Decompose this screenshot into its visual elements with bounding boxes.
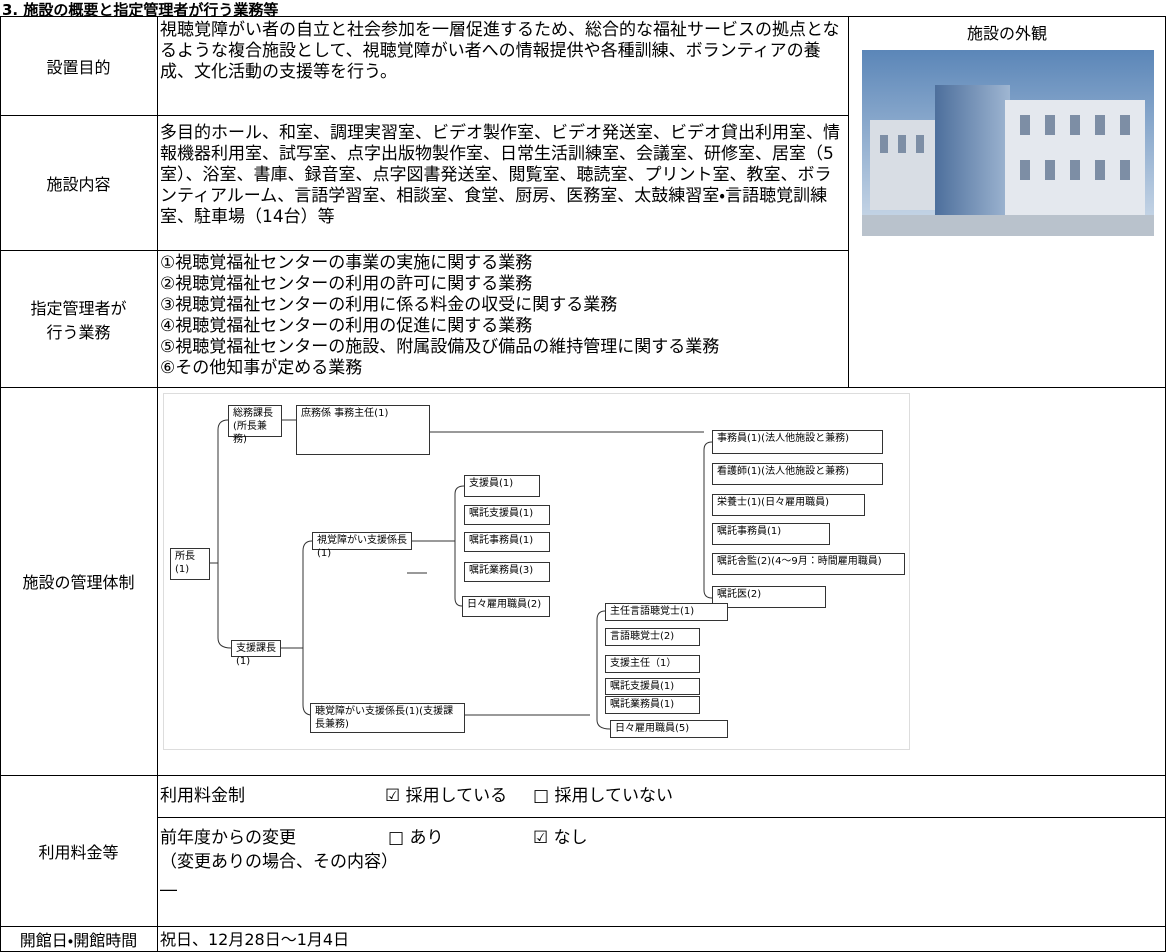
photo-caption: 施設の外観	[966, 24, 1047, 43]
org-node: 嘱託事務員(1)	[464, 532, 550, 552]
org-node: 聴覚障がい支援係長(1)(支援課長兼務)	[310, 703, 465, 733]
org-node: 所長(1)	[170, 548, 210, 580]
org-node: 事務員(1)(法人他施設と兼務)	[712, 430, 883, 454]
org-node: 栄養士(1)(日々雇用職員)	[712, 494, 865, 516]
org-node: 嘱託支援員(1)	[605, 678, 700, 695]
duty-item: ⑥その他知事が定める業務	[160, 358, 363, 378]
fee-option: ☑ 採用している	[385, 786, 508, 806]
org-node: 日々雇用職員(2)	[462, 596, 550, 617]
fee-system-label: 利用料金制	[160, 786, 245, 806]
org-node: 庶務係 事務主任(1)	[296, 405, 430, 455]
org-node: 嘱託舎監(2)(4～9月：時間雇用職員)	[712, 553, 905, 575]
facilities-text: 多目的ホール、和室、調理実習室、ビデオ製作室、ビデオ発送室、ビデオ貸出利用室、情…	[160, 123, 840, 227]
label-text: 指定管理者が行う業務	[30, 298, 127, 342]
duty-item: ③視聴覚福祉センターの利用に係る料金の収受に関する業務	[160, 295, 618, 315]
org-node: 言語聴覚士(2)	[605, 628, 700, 646]
org-node: 視覚障がい支援係長(1)	[312, 532, 412, 559]
org-node: 嘱託支援員(1)	[464, 505, 550, 525]
label-text: 利用料金等	[38, 842, 119, 862]
org-node: 総務課長(所長兼務)	[228, 405, 282, 445]
hours-text: 祝日、12月28日～1月4日	[160, 930, 350, 949]
change-option: □ あり	[388, 828, 444, 848]
org-node: 支援課長(1)	[231, 640, 281, 667]
duty-item: ④視聴覚福祉センターの利用の促進に関する業務	[160, 316, 533, 336]
change-note: （変更ありの場合、その内容）	[160, 852, 398, 872]
org-node: 嘱託業務員(1)	[605, 696, 700, 714]
row-label: 利用料金等	[0, 775, 157, 926]
org-chart-lines	[163, 393, 910, 750]
org-node: 看護師(1)(法人他施設と兼務)	[712, 463, 883, 485]
label-text: 設置目的	[46, 57, 111, 77]
page-title: 3. 施設の概要と指定管理者が行う業務等	[2, 1, 279, 19]
duties-list: ①視聴覚福祉センターの事業の実施に関する業務 ②視聴覚福祉センターの利用の許可に…	[160, 253, 845, 379]
org-node: 主任言語聴覚士(1)	[605, 603, 728, 621]
change-detail: ―	[160, 880, 177, 900]
change-option: ☑ なし	[533, 828, 588, 848]
org-node: 嘱託事務員(1)	[712, 523, 830, 545]
org-node: 嘱託業務員(3)	[464, 562, 550, 582]
label-text: 開館日・開館時間	[19, 931, 138, 950]
label-text: 施設内容	[46, 174, 111, 194]
org-node: 嘱託医(2)	[712, 586, 826, 608]
building-photo	[862, 50, 1154, 236]
duty-item: ②視聴覚福祉センターの利用の許可に関する業務	[160, 274, 533, 294]
duty-item: ⑤視聴覚福祉センターの施設、附属設備及び備品の維持管理に関する業務	[160, 337, 720, 357]
fee-option: □ 採用していない	[533, 786, 673, 806]
purpose-text: 視聴覚障がい者の自立と社会参加を一層促進するため、総合的な福祉サービスの拠点とな…	[160, 20, 840, 82]
row-label: 設置目的	[0, 16, 157, 115]
change-label: 前年度からの変更	[160, 828, 296, 848]
row-label: 施設の管理体制	[0, 387, 157, 775]
duty-item: ①視聴覚福祉センターの事業の実施に関する業務	[160, 253, 533, 273]
row-label: 開館日・開館時間	[0, 926, 157, 952]
org-node: 日々雇用職員(5)	[610, 720, 728, 738]
row-label: 指定管理者が行う業務	[0, 250, 157, 387]
org-node: 支援主任（1）	[605, 655, 700, 673]
org-node: 支援員(1)	[464, 475, 540, 497]
label-text: 施設の管理体制	[22, 573, 135, 592]
row-label: 施設内容	[0, 115, 157, 250]
